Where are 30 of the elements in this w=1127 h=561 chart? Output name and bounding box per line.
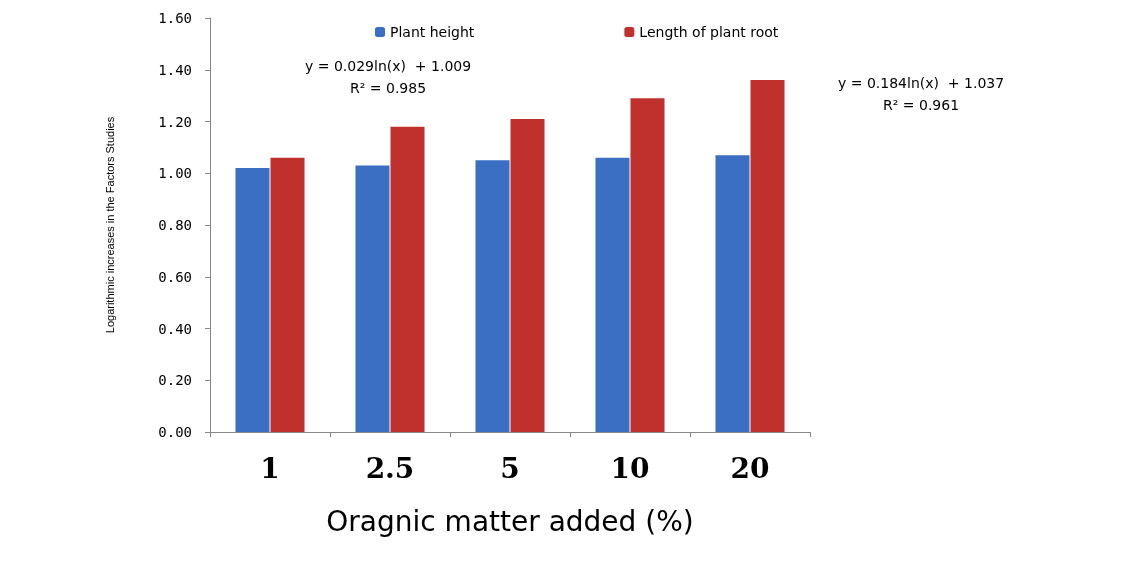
x-tick-label: 1 bbox=[260, 451, 280, 485]
y-tick-label: 0.60 bbox=[158, 268, 192, 285]
y-tick-label: 1.60 bbox=[158, 10, 192, 26]
bar bbox=[510, 118, 545, 432]
x-tick-label: 2.5 bbox=[365, 451, 415, 485]
x-axis-title: Oragnic matter added (%) bbox=[326, 504, 694, 538]
y-tick-label: 0.40 bbox=[158, 320, 192, 337]
bar bbox=[475, 160, 510, 432]
bar bbox=[630, 98, 665, 432]
y-tick-label: 1.20 bbox=[158, 113, 192, 130]
y-tick-label: 0.00 bbox=[158, 424, 192, 440]
bar bbox=[270, 157, 305, 432]
bar bbox=[235, 168, 270, 432]
x-tick-label: 20 bbox=[730, 451, 770, 485]
y-tick-label: 1.00 bbox=[158, 165, 192, 182]
x-tick-label: 10 bbox=[610, 451, 650, 485]
annotation: y = 0.029ln(x) + 1.009 R² = 0.985 bbox=[304, 58, 472, 96]
bar bbox=[355, 165, 390, 432]
bar bbox=[595, 157, 630, 432]
legend-label: Length of plant root bbox=[639, 24, 779, 40]
bar bbox=[390, 126, 425, 432]
x-tick-label: 5 bbox=[500, 451, 520, 485]
y-axis-title: Logarithmic increases in the Factors Studies bbox=[103, 116, 116, 334]
text: y = 0.184ln(x) + 1.037 R² = 0.961 bbox=[837, 75, 1005, 113]
bar bbox=[750, 80, 785, 432]
bar bbox=[715, 155, 750, 432]
y-tick-label: 0.20 bbox=[158, 372, 192, 389]
y-tick-label: 0.80 bbox=[158, 217, 192, 233]
legend-label: Plant height bbox=[390, 24, 475, 40]
y-tick-label: 1.40 bbox=[158, 61, 192, 78]
